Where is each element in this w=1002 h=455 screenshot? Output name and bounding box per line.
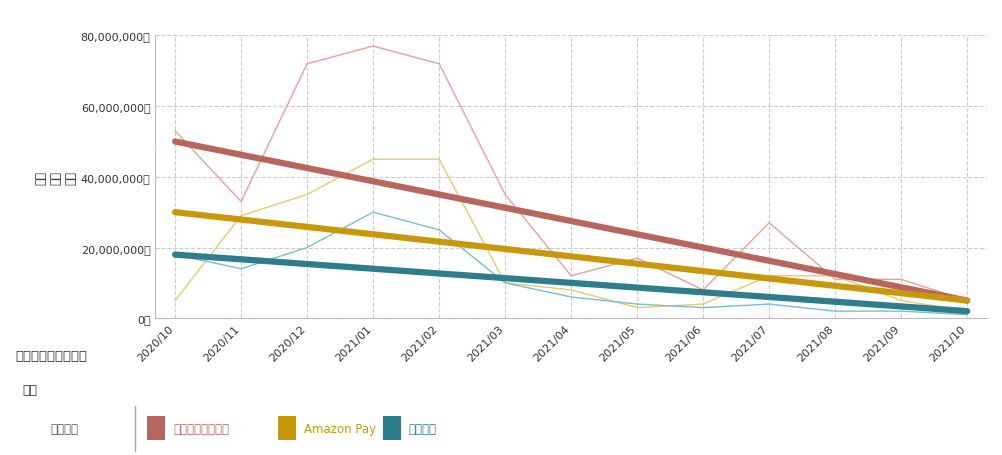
Text: 注文
金額
推移: 注文 金額 推移 [34,171,77,184]
Text: 代金引換: 代金引換 [409,422,437,435]
Text: 全体: 全体 [22,383,37,396]
Text: クレジットカード: クレジットカード [173,422,229,435]
FancyBboxPatch shape [147,416,165,440]
Text: 注文金額: 注文金額 [50,422,78,435]
Text: Amazon Pay: Amazon Pay [304,422,376,435]
Text: 注文（決済方法別）: 注文（決済方法別） [15,349,87,363]
FancyBboxPatch shape [383,416,401,440]
FancyBboxPatch shape [278,416,296,440]
